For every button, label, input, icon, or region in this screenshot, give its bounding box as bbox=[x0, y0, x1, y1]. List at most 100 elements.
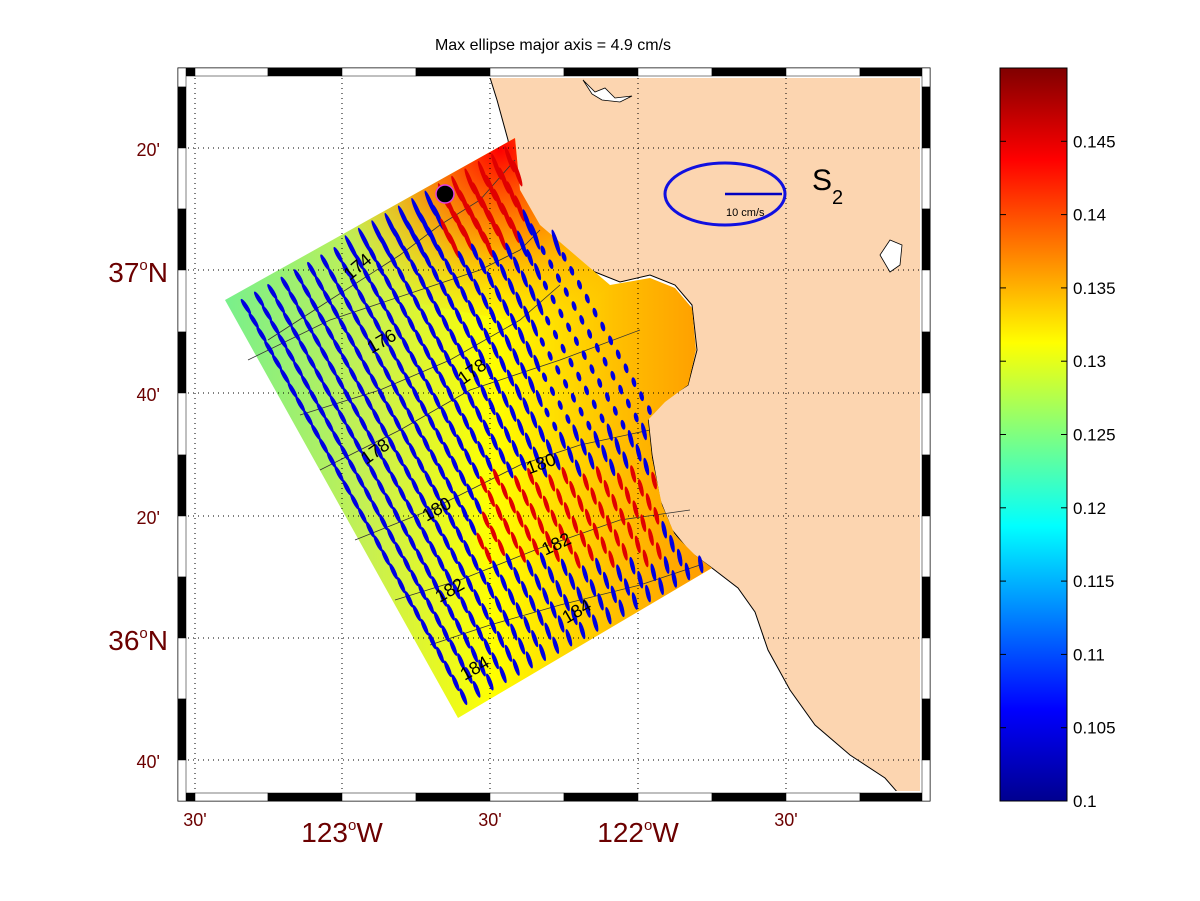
tidal-ellipse bbox=[414, 329, 424, 347]
tidal-ellipse bbox=[603, 479, 610, 498]
tidal-ellipse bbox=[425, 286, 434, 304]
frame-segment bbox=[921, 637, 931, 700]
tidal-ellipse bbox=[650, 563, 657, 582]
tidal-ellipse bbox=[409, 350, 418, 368]
tidal-ellipse bbox=[424, 378, 434, 396]
tidal-ellipse bbox=[341, 260, 351, 278]
tidal-ellipse bbox=[502, 609, 510, 627]
tidal-ellipse bbox=[625, 398, 631, 409]
tidal-ellipse bbox=[413, 513, 422, 530]
tidal-ellipse bbox=[298, 339, 309, 356]
tidal-ellipse bbox=[598, 501, 605, 519]
tidal-ellipse bbox=[595, 557, 602, 576]
frame-segment bbox=[921, 698, 931, 761]
frame-segment bbox=[177, 269, 187, 333]
tidal-ellipse bbox=[399, 301, 408, 319]
map-frame bbox=[177, 67, 931, 802]
tidal-ellipse bbox=[240, 298, 252, 315]
tidal-ellipse bbox=[576, 279, 583, 290]
tidal-ellipse bbox=[441, 314, 450, 332]
tidal-ellipse bbox=[388, 252, 398, 269]
tidal-ellipse bbox=[389, 563, 398, 580]
tidal-ellipse bbox=[427, 322, 437, 339]
tidal-ellipse bbox=[467, 391, 475, 409]
tidal-ellipse bbox=[446, 385, 454, 402]
tidal-ellipse bbox=[354, 253, 364, 270]
tidal-ellipse bbox=[392, 226, 405, 253]
tidal-ellipse bbox=[555, 579, 563, 598]
tidal-ellipse bbox=[523, 305, 531, 323]
tidal-ellipse bbox=[378, 295, 387, 312]
frame-segment bbox=[563, 792, 639, 802]
tidal-ellipse bbox=[616, 564, 623, 582]
tidal-ellipse bbox=[548, 259, 554, 270]
tidal-ellipse bbox=[533, 354, 541, 372]
tidal-ellipse bbox=[369, 373, 379, 390]
tidal-ellipse bbox=[539, 552, 547, 570]
tidal-ellipse bbox=[521, 580, 529, 598]
tidal-ellipse bbox=[581, 350, 587, 361]
frame-segment bbox=[177, 392, 187, 456]
frame-segment bbox=[921, 86, 931, 149]
tidal-ellipse bbox=[473, 278, 481, 296]
tidal-ellipse bbox=[623, 363, 629, 374]
tidal-ellipse bbox=[381, 549, 391, 566]
tidal-ellipse bbox=[419, 400, 428, 417]
tidal-ellipse bbox=[525, 651, 533, 669]
tidal-ellipse bbox=[364, 394, 374, 411]
y-tick-label: 20' bbox=[137, 508, 160, 528]
tidal-ellipse bbox=[345, 423, 355, 440]
tidal-ellipse bbox=[335, 373, 345, 391]
tidal-ellipse bbox=[383, 273, 393, 291]
tidal-ellipse bbox=[308, 388, 319, 405]
tidal-ellipse bbox=[532, 446, 540, 464]
frame-segment bbox=[921, 392, 931, 456]
tidal-ellipse bbox=[317, 310, 327, 327]
tidal-ellipse bbox=[464, 448, 472, 466]
tidal-ellipse bbox=[364, 302, 374, 319]
tidal-ellipse bbox=[471, 553, 479, 571]
tidal-ellipse bbox=[448, 420, 457, 438]
tidal-ellipse bbox=[300, 374, 311, 391]
tidal-ellipse bbox=[547, 351, 553, 361]
frame-segment bbox=[194, 67, 269, 77]
tidal-ellipse bbox=[651, 471, 657, 490]
tidal-ellipse bbox=[609, 458, 616, 477]
tidal-ellipse bbox=[601, 444, 608, 463]
tidal-ellipse bbox=[509, 404, 517, 422]
colorbar-tick-label: 0.115 bbox=[1073, 572, 1114, 591]
tidal-ellipse bbox=[545, 530, 553, 549]
tidal-ellipse bbox=[357, 507, 367, 524]
tidal-ellipse bbox=[517, 418, 525, 436]
tidal-ellipse bbox=[648, 528, 654, 546]
tidal-ellipse bbox=[442, 533, 451, 551]
tidal-ellipse bbox=[418, 491, 428, 509]
tidal-ellipse bbox=[343, 296, 353, 313]
tidal-ellipse bbox=[460, 596, 469, 614]
tidal-ellipse bbox=[545, 439, 553, 457]
colorbar-ticks: 0.1 0.105 0.11 0.115 0.12 0.125 0.13 0.135 0.14 0… bbox=[1000, 132, 1116, 811]
tidal-ellipse bbox=[574, 551, 581, 569]
colorbar-tick-label: 0.12 bbox=[1073, 499, 1106, 518]
frame-segment bbox=[921, 454, 931, 517]
tidal-ellipse bbox=[559, 431, 566, 449]
tidal-ellipse bbox=[472, 680, 481, 698]
tidal-ellipse bbox=[569, 265, 575, 276]
tidal-ellipse bbox=[483, 638, 492, 656]
tidal-ellipse bbox=[426, 505, 435, 523]
tidal-ellipse bbox=[444, 258, 453, 275]
tidal-ellipse bbox=[512, 658, 520, 676]
tidal-ellipse bbox=[372, 316, 382, 333]
tidal-ellipse bbox=[361, 450, 370, 468]
tidal-ellipse bbox=[578, 621, 586, 640]
tidal-ellipse bbox=[376, 478, 386, 496]
tidal-ellipse bbox=[474, 217, 486, 244]
tidal-ellipse bbox=[513, 566, 521, 585]
tidal-ellipse bbox=[267, 284, 278, 300]
tidal-ellipse bbox=[415, 548, 425, 565]
tidal-ellipse bbox=[470, 645, 479, 663]
tidal-ellipse bbox=[552, 636, 560, 654]
tidal-ellipse bbox=[311, 332, 322, 349]
tidal-ellipse bbox=[589, 579, 597, 597]
tidal-ellipse bbox=[534, 573, 542, 591]
